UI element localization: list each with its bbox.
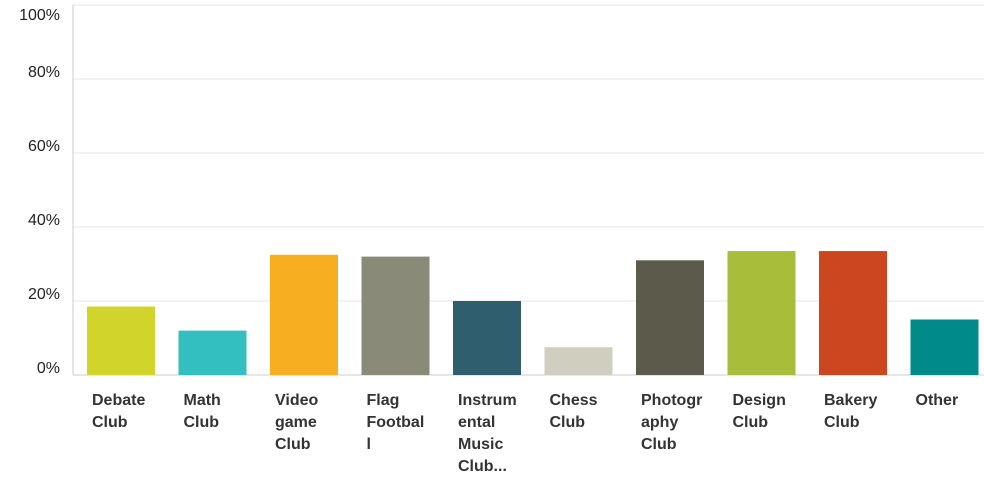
y-tick-label: 100% <box>19 7 60 24</box>
bar <box>727 251 796 375</box>
category-label: Design Club <box>732 392 786 431</box>
y-tick-label: 0% <box>37 360 60 377</box>
category-label: Bakery Club <box>824 392 878 431</box>
y-tick-label: 60% <box>28 138 60 155</box>
category-label: Photogr aphy Club <box>641 392 703 453</box>
category-label: Math Club <box>183 392 221 431</box>
bar <box>636 260 704 375</box>
bar <box>178 330 247 375</box>
bar <box>910 319 979 375</box>
y-tick-label: 20% <box>28 286 60 303</box>
category-label: Flag Footbal l <box>366 392 425 453</box>
bar <box>819 251 887 375</box>
category-label: Other <box>915 392 959 409</box>
category-label: Chess Club <box>549 392 598 431</box>
bar <box>87 306 155 375</box>
category-label: Video game Club <box>275 392 319 453</box>
category-label: Instrum ental Music Club... <box>458 392 517 475</box>
category-label: Debate Club <box>92 392 146 431</box>
y-tick-label: 80% <box>28 64 60 81</box>
bar <box>270 254 338 375</box>
bar <box>453 301 521 375</box>
y-tick-label: 40% <box>28 212 60 229</box>
bar <box>361 256 430 375</box>
y-tick-labels: 0% 20% 40% 60% 80% 100% <box>19 7 60 377</box>
bars <box>87 251 979 375</box>
bar <box>544 347 613 375</box>
